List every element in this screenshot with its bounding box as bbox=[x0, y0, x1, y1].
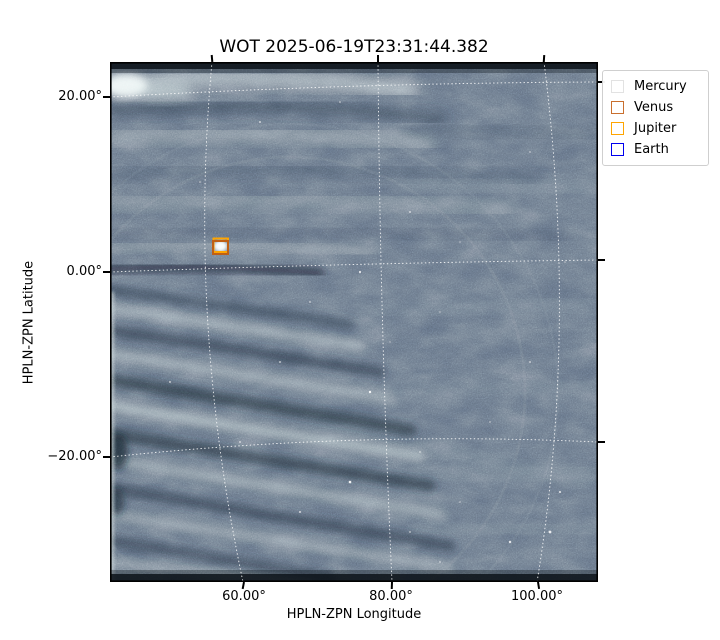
grid-lat-minus20 bbox=[110, 438, 598, 458]
y-tick-right-minus20 bbox=[598, 441, 605, 443]
image-texture bbox=[110, 62, 598, 582]
venus-marker bbox=[212, 240, 229, 255]
legend-label: Earth bbox=[634, 142, 669, 157]
legend-label: Mercury bbox=[634, 79, 687, 94]
y-tick-label-0: 0.00° bbox=[66, 264, 102, 279]
x-tick-bottom-100 bbox=[537, 581, 540, 590]
heliospheric-image bbox=[110, 62, 598, 582]
y-tick-left-20 bbox=[103, 96, 110, 98]
y-tick-right-20 bbox=[598, 81, 605, 83]
mercury-square-icon bbox=[611, 80, 624, 93]
jupiter-square-icon bbox=[611, 122, 624, 135]
x-tick-label-100: 100.00° bbox=[511, 589, 563, 604]
y-tick-label-20: 20.00° bbox=[58, 89, 102, 104]
x-axis-label: HPLN-ZPN Longitude bbox=[286, 607, 422, 622]
grid-lon-80 bbox=[377, 62, 393, 582]
earth-square-icon bbox=[611, 143, 624, 156]
venus-bright-blob bbox=[214, 240, 227, 252]
venus-square-icon bbox=[611, 101, 624, 114]
grid-lat-0 bbox=[110, 259, 598, 273]
x-tick-label-60: 60.00° bbox=[222, 589, 266, 604]
y-tick-label-minus20: −20.00° bbox=[47, 449, 102, 464]
coordinate-grid bbox=[110, 62, 598, 582]
legend-item-mercury: Mercury bbox=[611, 76, 702, 97]
legend-label: Venus bbox=[634, 100, 674, 115]
y-tick-right-0 bbox=[598, 259, 605, 261]
legend-label: Jupiter bbox=[634, 121, 677, 136]
y-axis-label: HPLN-ZPN Latitude bbox=[21, 260, 37, 385]
x-tick-top-80 bbox=[377, 55, 379, 62]
x-tick-label-80: 80.00° bbox=[369, 589, 413, 604]
x-tick-bottom-80 bbox=[390, 581, 393, 590]
x-tick-top-100 bbox=[542, 54, 545, 63]
legend-item-earth: Earth bbox=[611, 139, 702, 160]
grid-lon-60 bbox=[204, 62, 244, 582]
axes-spine bbox=[110, 62, 598, 582]
legend-item-venus: Venus bbox=[611, 97, 702, 118]
grid-lon-100 bbox=[536, 62, 560, 582]
grid-lat-20 bbox=[110, 81, 598, 98]
y-tick-left-0 bbox=[103, 271, 110, 273]
y-tick-left-minus20 bbox=[103, 456, 110, 458]
plot-title: WOT 2025-06-19T23:31:44.382 bbox=[219, 37, 489, 57]
plot-area bbox=[110, 62, 598, 582]
legend: Mercury Venus Jupiter Earth bbox=[602, 70, 709, 166]
x-tick-bottom-60 bbox=[241, 581, 245, 590]
legend-item-jupiter: Jupiter bbox=[611, 118, 702, 139]
